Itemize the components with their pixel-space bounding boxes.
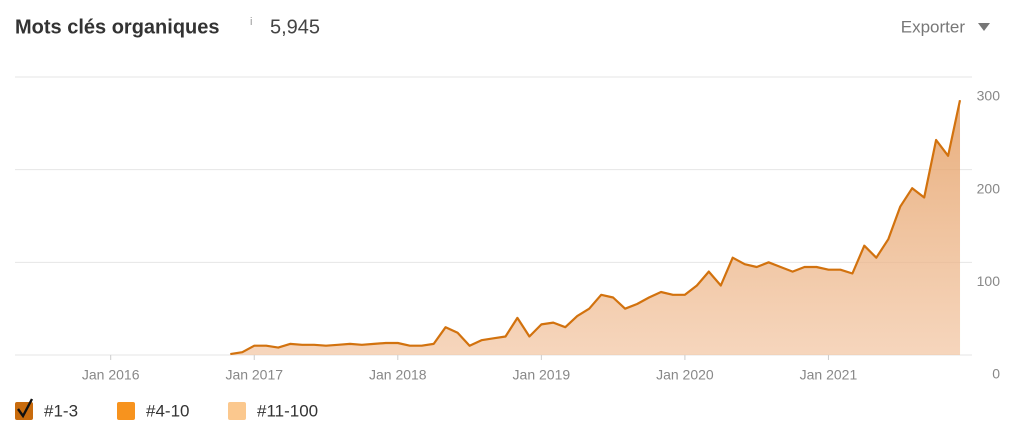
x-tick-label: Jan 2019 [513,367,571,383]
legend-checkbox[interactable] [228,402,246,420]
line [230,99,962,356]
x-tick-label: Jan 2020 [656,367,714,383]
checkmark[interactable] [17,398,34,419]
y-tick-label: 300 [977,88,1001,104]
legend-checkbox[interactable] [117,402,135,420]
legend-label[interactable]: #1-3 [44,401,78,420]
legend-label[interactable]: #4-10 [146,401,189,420]
x-tick-label: Jan 2016 [82,367,140,383]
y-tick-label: 100 [977,273,1001,289]
y-tick-label: 0 [992,366,1000,382]
y-tick-label: 200 [977,180,1001,196]
x-tick-label: Jan 2021 [800,367,858,383]
info-icon[interactable]: i [250,16,252,28]
dropdown-arrow[interactable] [978,23,990,31]
chart-title: Mots clés organiques [15,16,220,38]
area [230,100,961,355]
x-tick-label: Jan 2018 [369,367,427,383]
total: 5,945 [270,16,320,38]
x-tick-label: Jan 2017 [225,367,283,383]
export-button[interactable]: Exporter [901,17,966,36]
legend-label[interactable]: #11-100 [257,401,318,420]
